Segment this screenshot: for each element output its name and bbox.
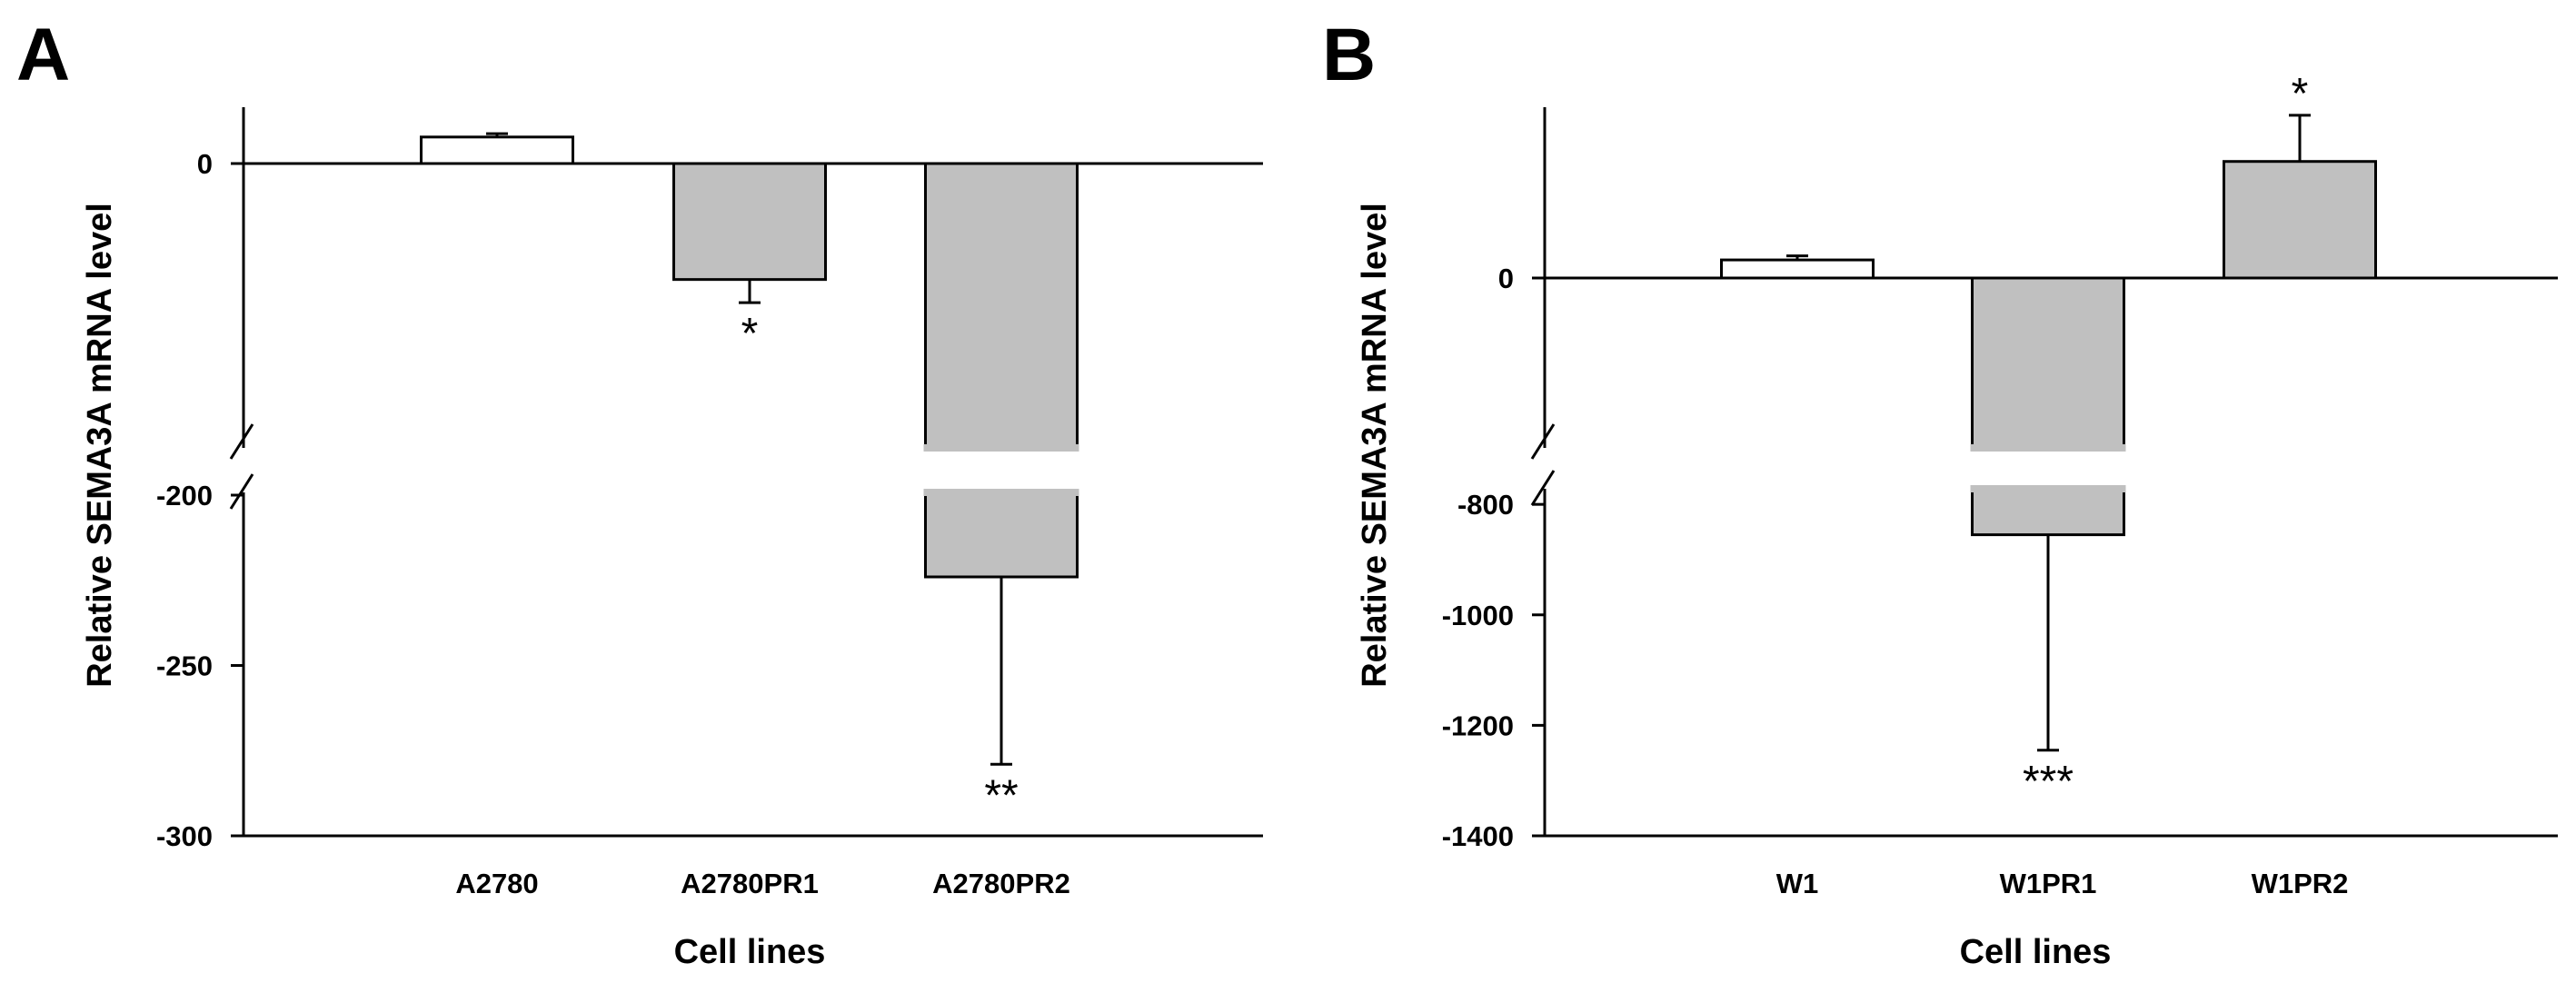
y-tick-label: -1400 [1442,820,1514,852]
x-tick-label: A2780 [455,868,538,899]
y-axis-title-a: Relative SEMA3A mRNA level [81,203,119,688]
y-tick-label: -200 [156,480,213,511]
bar [2223,160,2377,280]
y-tick-label: 0 [1498,263,1514,294]
axis-break-mark [229,473,254,510]
significance-label: * [2292,70,2309,118]
bar-break-cover [923,444,1079,452]
x-tick-label: W1PR2 [2252,868,2349,899]
y-axis-title-b: Relative SEMA3A mRNA level [1356,203,1394,688]
y-tick-label: -300 [156,820,213,852]
bar-break-cover [1970,444,2126,452]
bar-upper-part [1971,276,2125,450]
axis-break-mark [1530,423,1556,460]
x-tick-label: A2780PR1 [681,868,819,899]
bar-break-cover [1970,485,2126,492]
significance-label: ** [984,771,1018,819]
x-axis-title-a: Cell lines [674,933,826,971]
bar [672,162,827,282]
panel-a: A Relative SEMA3A mRNA level Cell lines … [16,14,1263,971]
bar-lower-part [1971,487,2125,537]
y-tick-label: -1000 [1442,600,1514,631]
y-tick-label: -1200 [1442,710,1514,741]
significance-label: * [741,310,759,358]
bar-break-cover [923,489,1079,496]
plot-area-b: 0-800-1000-1200-1400****W1 W1PR1 W1PR2 [1442,70,2558,899]
plot-area-a: 0-200-250-300***A2780 A2780PR1 A2780PR2 [156,107,1263,899]
bar-upper-part [924,162,1079,450]
x-tick-label: W1PR1 [2000,868,2097,899]
y-tick-label: -250 [156,650,213,682]
x-tick-label: A2780PR2 [932,868,1070,899]
axis-break-mark [1530,470,1556,506]
bar [1720,258,1875,280]
panel-label-a: A [16,14,70,96]
bar [420,135,574,165]
y-tick-label: -800 [1457,489,1514,521]
panel-label-b: B [1322,14,1376,96]
significance-label: *** [2023,758,2074,806]
x-tick-label: W1 [1776,868,1819,899]
bar-lower-part [924,491,1079,579]
x-axis-title-b: Cell lines [1960,933,2112,971]
axis-break-mark [229,423,254,460]
y-tick-label: 0 [197,148,213,180]
panel-b: B Relative SEMA3A mRNA level Cell lines … [1322,14,2558,971]
